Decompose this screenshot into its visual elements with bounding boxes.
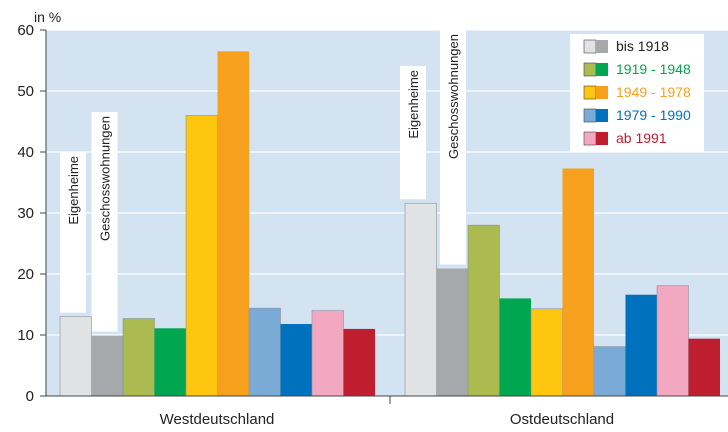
legend: bis 1918 1919 - 1948 1949 - 1978 1979 - 199… [570,34,704,152]
bar-ostdeutschland-bis-1918-eigenheime [404,202,437,397]
y-tick-label-60: 60 [17,22,34,39]
legend-label-1919-1948: 1919 - 1948 [616,61,691,77]
y-tick-label-40: 40 [17,144,34,161]
bar-type-label-geschosswohnungen: Geschosswohnungen [98,116,113,241]
legend-swatch-a-bis-1918 [583,39,597,54]
bar-ostdeutschland-ab-1991-eigenheime [656,285,689,397]
legend-swatch-a-ab-1991 [583,131,597,146]
bar-type-label-box [60,152,86,313]
bar-ostdeutschland-1979-1990-eigenheime [593,346,626,397]
bar-ostdeutschland-1949-1978-eigenheime [530,308,563,397]
bar-type-labels: Eigenheime Geschosswohnungen Eigenheime Ges… [60,30,466,332]
bar-westdeutschland-bis-1918-geschosswohnungen [91,335,123,396]
legend-swatch-b-ab-1991 [596,132,608,145]
bar-westdeutschland-1919-1948-geschosswohnungen [154,328,186,396]
bar-ostdeutschland-bis-1918-geschosswohnungen [436,268,468,396]
y-tick-label-30: 30 [17,205,34,222]
legend-swatch-a-1919-1948 [583,62,597,77]
legend-label-1979-1990: 1979 - 1990 [616,107,691,123]
legend-swatch-b-1949-1978 [596,86,608,99]
bar-westdeutschland-ab-1991-eigenheime [311,310,344,397]
bar-westdeutschland-1949-1978-geschosswohnungen [217,51,249,396]
bar-ostdeutschland-1949-1978-geschosswohnungen [562,168,594,396]
legend-swatch-b-bis-1918 [596,40,608,53]
legend-swatch-a-1949-1978 [583,85,597,100]
legend-swatch-b-1979-1990 [596,109,608,122]
bar-ostdeutschland-1919-1948-geschosswohnungen [499,298,531,396]
bar-westdeutschland-ab-1991-geschosswohnungen [343,328,375,396]
bars [59,51,720,397]
bar-type-label-eigenheime: Eigenheime [66,156,81,225]
bar-westdeutschland-bis-1918-eigenheime [59,316,92,397]
bar-westdeutschland-1979-1990-eigenheime [248,307,281,397]
legend-label-ab-1991: ab 1991 [616,130,667,146]
bar-westdeutschland-1979-1990-geschosswohnungen [280,324,312,396]
y-tick-label-50: 50 [17,83,34,100]
bar-westdeutschland-1919-1948-eigenheime [122,318,155,397]
x-group-label-westdeutschland: Westdeutschland [160,411,275,428]
legend-swatch-b-1919-1948 [596,63,608,76]
bar-type-label-box [91,112,118,332]
y-tick-label-10: 10 [17,327,34,344]
x-group-label-ostdeutschland: Ostdeutschland [510,411,614,428]
y-tick-label-0: 0 [26,388,34,405]
axes: 0 10 20 30 40 50 60 Westdeutschland Ostdeutschla… [17,22,728,428]
legend-label-bis-1918: bis 1918 [616,38,669,54]
bar-type-label-eigenheime: Eigenheime [406,70,421,139]
bar-westdeutschland-1949-1978-eigenheime [185,115,218,397]
bar-type-label-box [440,30,466,265]
y-axis-unit-label: in % [34,9,61,25]
bar-ostdeutschland-1919-1948-eigenheime [467,224,500,397]
bar-ostdeutschland-1979-1990-geschosswohnungen [625,294,657,396]
bar-type-label-box [400,66,426,200]
bar-type-label-geschosswohnungen: Geschosswohnungen [446,34,461,159]
legend-swatch-a-1979-1990 [583,108,597,123]
bar-ostdeutschland-ab-1991-geschosswohnungen [688,338,720,396]
legend-label-1949-1978: 1949 - 1978 [616,84,691,100]
y-tick-label-20: 20 [17,266,34,283]
